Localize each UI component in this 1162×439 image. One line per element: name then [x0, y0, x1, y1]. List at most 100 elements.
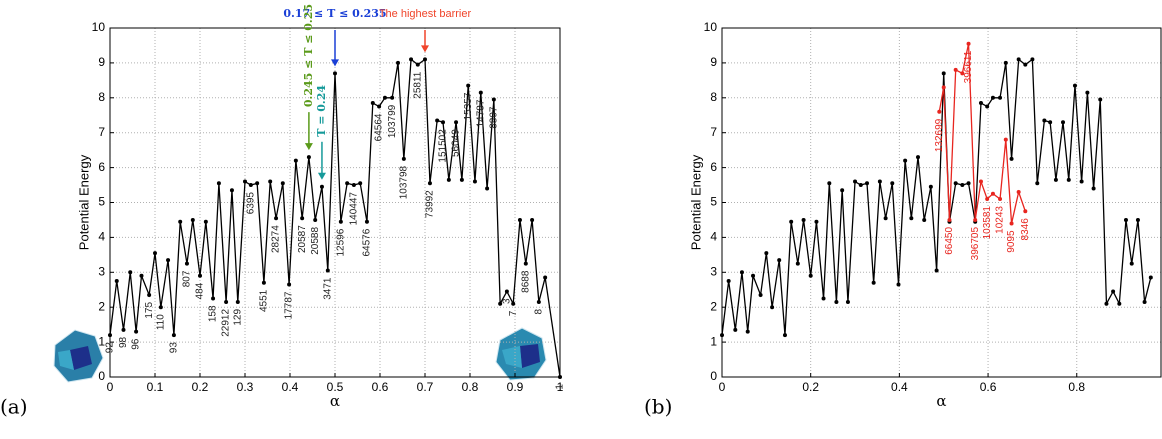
data-point [937, 109, 942, 114]
x-tick-label: 0.8 [462, 380, 479, 394]
data-point [978, 101, 983, 106]
y-tick-label: 0 [710, 369, 717, 383]
data-point [827, 181, 832, 186]
x-tick-label: 0.6 [372, 380, 389, 394]
data-point [446, 177, 451, 182]
data-point [108, 333, 112, 338]
data-point [166, 258, 171, 263]
data-point [472, 179, 477, 184]
data-point [224, 299, 229, 304]
point-label: 9095 [1006, 230, 1017, 253]
data-point [333, 71, 337, 76]
point-label: 98 [118, 336, 129, 348]
data-point [960, 183, 965, 188]
point-label: 92 [105, 342, 116, 354]
y-tick-label: 9 [710, 55, 717, 69]
data-point [300, 216, 305, 221]
data-point [733, 327, 738, 332]
data-point [1042, 118, 1047, 123]
x-axis-label: α [936, 392, 946, 410]
data-point [441, 120, 445, 125]
y-tick-label: 3 [710, 264, 717, 278]
point-label: 3 [502, 298, 513, 304]
data-point [1135, 217, 1140, 222]
data-point [128, 270, 133, 275]
data-point [909, 216, 914, 221]
data-point [313, 217, 318, 222]
annotation: T = 0.24 [315, 85, 328, 137]
data-point [1061, 120, 1066, 125]
data-point [903, 158, 908, 163]
data-point [998, 95, 1003, 100]
data-point [985, 104, 990, 109]
data-point [478, 90, 483, 95]
data-point [370, 101, 375, 106]
y-tick-label: 6 [98, 160, 105, 174]
data-point [1009, 156, 1014, 161]
data-point [1148, 275, 1153, 280]
data-point [1098, 97, 1103, 102]
data-point [934, 268, 939, 273]
point-label: 129 [232, 309, 243, 326]
annotation-arrowhead [331, 59, 339, 67]
x-tick-label: 1 [557, 380, 564, 394]
annotation: 0.17 ≤ T ≤ 0.235 [283, 7, 386, 20]
data-point [401, 156, 406, 161]
data-point [409, 57, 414, 62]
data-point [216, 181, 221, 186]
point-label: 56049 [451, 129, 462, 157]
series-line [938, 43, 1026, 224]
data-point [147, 292, 152, 297]
data-point [306, 155, 311, 160]
y-tick-label: 0 [98, 369, 105, 383]
data-point [325, 268, 330, 273]
data-point [1117, 301, 1122, 306]
y-axis-label: Potential Energy [76, 154, 91, 250]
data-point [190, 217, 195, 222]
data-point [777, 258, 782, 263]
point-label: 17787 [284, 291, 295, 319]
data-point [953, 67, 958, 72]
data-point [261, 280, 266, 285]
data-point [491, 97, 496, 102]
y-axis-label: Potential Energy [688, 154, 703, 250]
point-label: 12596 [335, 228, 346, 256]
data-point [382, 95, 387, 100]
data-point [178, 219, 183, 224]
y-tick-label: 9 [98, 55, 105, 69]
data-point [1035, 181, 1040, 186]
data-point [1104, 301, 1109, 306]
data-point [459, 177, 464, 182]
data-point [466, 83, 471, 88]
point-label: 132699 [934, 118, 945, 152]
data-point [1129, 261, 1134, 266]
point-label: 8688 [520, 270, 531, 293]
y-tick-label: 6 [710, 160, 717, 174]
data-point [415, 62, 420, 67]
x-tick-label: 0.3 [237, 380, 254, 394]
y-tick-label: 7 [98, 125, 105, 139]
data-point [203, 219, 208, 224]
y-tick-label: 8 [710, 90, 717, 104]
data-point [883, 216, 888, 221]
point-label: 14787 [475, 99, 486, 127]
y-tick-label: 7 [710, 125, 717, 139]
point-label: 20587 [297, 225, 308, 253]
data-point [845, 299, 850, 304]
data-point [517, 217, 522, 222]
y-tick-label: 5 [98, 195, 105, 209]
y-tick-label: 1 [98, 334, 105, 348]
data-point [953, 181, 958, 186]
data-point [319, 184, 324, 189]
cluster-icon-left [53, 329, 104, 383]
data-point [814, 219, 819, 224]
point-label: 93 [169, 342, 180, 354]
data-point [158, 305, 163, 310]
point-label: 66450 [944, 227, 955, 255]
panel-label: (b) [644, 395, 672, 419]
point-label: 158 [208, 305, 219, 322]
y-tick-label: 8 [98, 90, 105, 104]
point-label: 484 [195, 282, 206, 299]
data-point [947, 217, 952, 222]
